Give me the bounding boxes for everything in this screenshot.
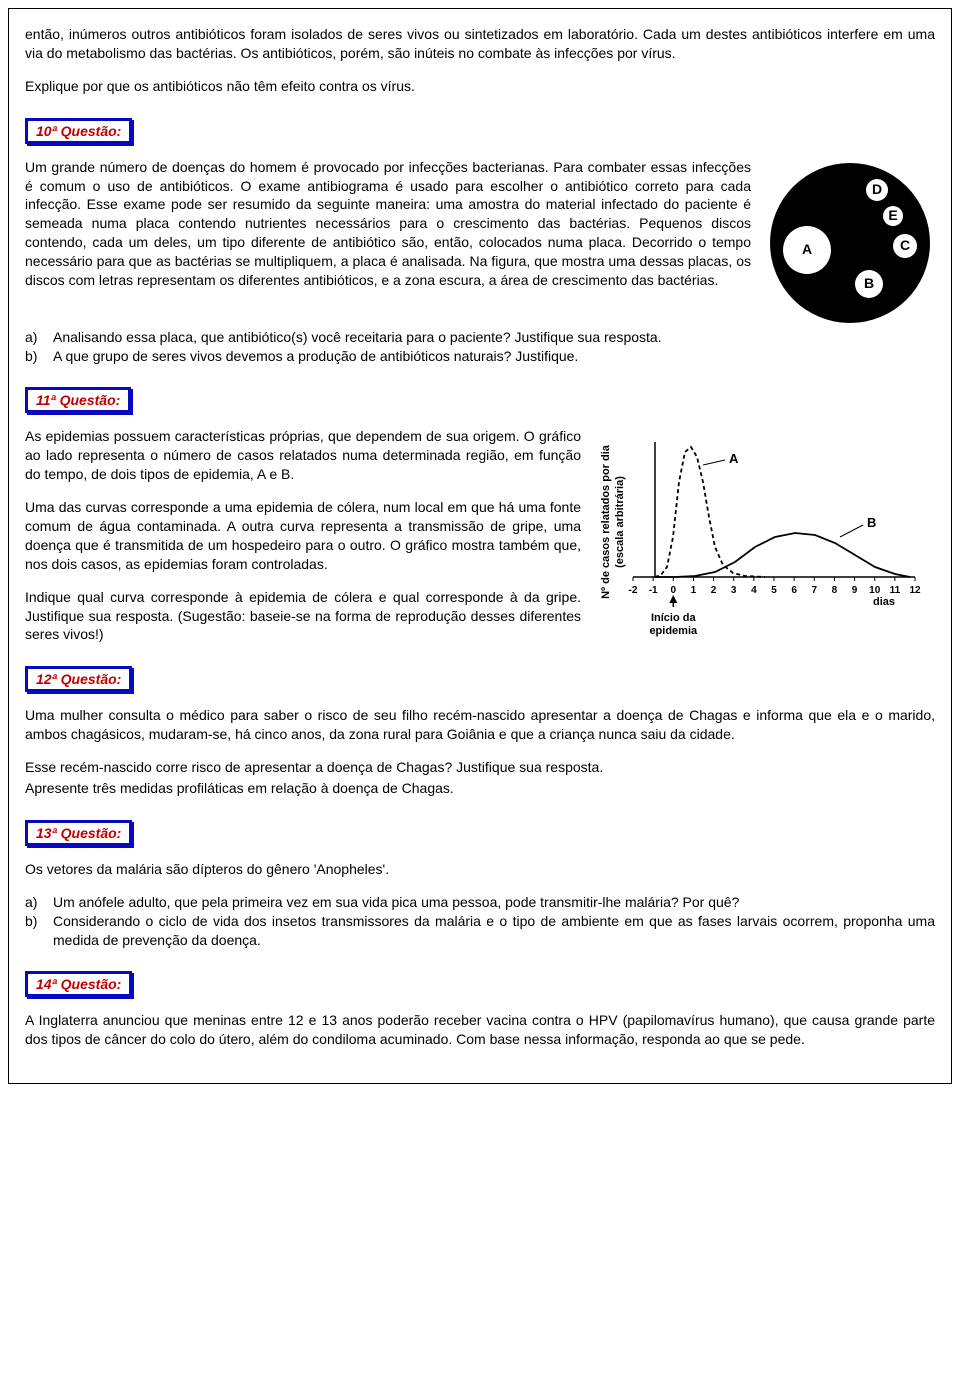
q13-option-a-letter: a) — [25, 893, 53, 912]
q13-options: a) Um anófele adulto, que pela primeira … — [25, 893, 935, 950]
q10-option-a: a) Analisando essa placa, que antibiótic… — [25, 328, 935, 347]
svg-text:3: 3 — [731, 585, 737, 596]
svg-text:Nº de casos relatados por dia: Nº de casos relatados por dia — [600, 445, 612, 600]
epidemic-chart-icon: Nº de casos relatados por dia(escala arb… — [595, 427, 935, 647]
svg-text:4: 4 — [751, 585, 757, 596]
svg-text:1: 1 — [691, 585, 697, 596]
question-11-body: As epidemias possuem características pró… — [25, 427, 935, 658]
page-container: então, inúmeros outros antibióticos fora… — [8, 8, 952, 1084]
svg-text:E: E — [888, 207, 897, 223]
svg-text:D: D — [872, 181, 882, 197]
svg-text:dias: dias — [873, 596, 895, 608]
q10-figure: A B C DE — [765, 158, 935, 328]
svg-text:10: 10 — [869, 585, 881, 596]
q10-options: a) Analisando essa placa, que antibiótic… — [25, 328, 935, 366]
intro-paragraph-1: então, inúmeros outros antibióticos fora… — [25, 25, 935, 63]
q10-option-a-text: Analisando essa placa, que antibiótico(s… — [53, 328, 935, 347]
q13-paragraph-1: Os vetores da malária são dípteros do gê… — [25, 860, 935, 879]
q13-option-b: b) Considerando o ciclo de vida dos inse… — [25, 912, 935, 950]
question-10-label: 10ª Questão: — [25, 118, 132, 144]
q13-option-b-letter: b) — [25, 912, 53, 950]
svg-text:-2: -2 — [629, 585, 638, 596]
q11-paragraph-2: Uma das curvas corresponde a uma epidemi… — [25, 498, 581, 574]
q13-option-a-text: Um anófele adulto, que pela primeira vez… — [53, 893, 935, 912]
question-12-label: 12ª Questão: — [25, 666, 132, 692]
q14-paragraph-1: A Inglaterra anunciou que meninas entre … — [25, 1011, 935, 1049]
svg-text:9: 9 — [852, 585, 858, 596]
question-11-label: 11ª Questão: — [25, 387, 131, 413]
svg-text:B: B — [864, 275, 874, 291]
svg-text:8: 8 — [832, 585, 838, 596]
q12-paragraph-2: Esse recém-nascido corre risco de aprese… — [25, 758, 935, 777]
svg-text:B: B — [867, 515, 876, 530]
svg-text:7: 7 — [812, 585, 818, 596]
svg-text:C: C — [900, 237, 910, 253]
question-10-body: Um grande número de doenças do homem é p… — [25, 158, 935, 328]
svg-text:6: 6 — [791, 585, 797, 596]
question-13-label: 13ª Questão: — [25, 820, 132, 846]
q13-option-b-text: Considerando o ciclo de vida dos insetos… — [53, 912, 935, 950]
svg-text:0: 0 — [671, 585, 677, 596]
q10-option-b: b) A que grupo de seres vivos devemos a … — [25, 347, 935, 366]
q12-paragraph-1: Uma mulher consulta o médico para saber … — [25, 706, 935, 744]
svg-text:A: A — [729, 451, 739, 466]
q11-paragraph-1: As epidemias possuem características pró… — [25, 427, 581, 484]
q11-chart: Nº de casos relatados por dia(escala arb… — [595, 427, 935, 647]
svg-text:12: 12 — [909, 585, 921, 596]
q13-option-a: a) Um anófele adulto, que pela primeira … — [25, 893, 935, 912]
svg-text:11: 11 — [890, 585, 901, 596]
svg-text:(escala arbitrária): (escala arbitrária) — [614, 476, 626, 568]
q10-paragraph: Um grande número de doenças do homem é p… — [25, 158, 751, 290]
svg-text:2: 2 — [711, 585, 717, 596]
q12-paragraph-3: Apresente três medidas profiláticas em r… — [25, 779, 935, 798]
q10-option-b-letter: b) — [25, 347, 53, 366]
svg-text:5: 5 — [771, 585, 777, 596]
svg-text:A: A — [802, 241, 812, 257]
svg-text:epidemia: epidemia — [649, 625, 698, 637]
intro-paragraph-2: Explique por que os antibióticos não têm… — [25, 77, 935, 96]
svg-text:Início da: Início da — [651, 612, 697, 624]
antibiogram-plate-icon: A B C DE — [765, 158, 935, 328]
q10-option-b-text: A que grupo de seres vivos devemos a pro… — [53, 347, 935, 366]
svg-text:-1: -1 — [649, 585, 658, 596]
q10-option-a-letter: a) — [25, 328, 53, 347]
question-14-label: 14ª Questão: — [25, 971, 132, 997]
q11-paragraph-3: Indique qual curva corresponde à epidemi… — [25, 588, 581, 645]
